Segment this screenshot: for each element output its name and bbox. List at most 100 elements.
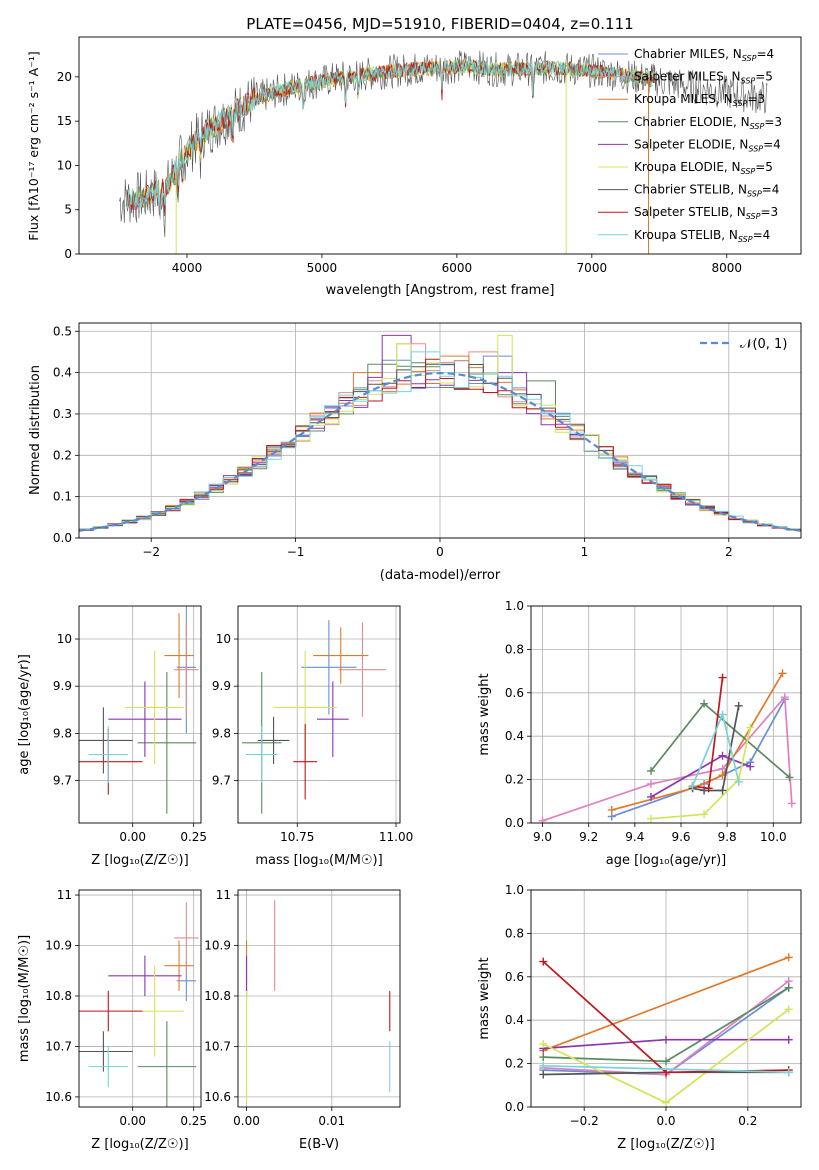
plus-marker — [718, 786, 727, 795]
y-tick-label: 0.2 — [505, 1057, 524, 1071]
model-spectrum-kroupa-stelib — [125, 57, 653, 220]
x-tick-label: 11.00 — [379, 830, 413, 844]
y-tick-label: 1.0 — [505, 599, 524, 613]
x-tick-label: 5000 — [307, 261, 338, 275]
x-tick-label: −1 — [287, 545, 305, 559]
x-axis-label: wavelength [Angstrom, rest frame] — [326, 283, 555, 298]
x-tick-label: 0.25 — [180, 1114, 207, 1128]
legend-subscript: SSP — [746, 212, 761, 221]
legend-subscript: SSP — [741, 77, 756, 86]
gaussian-curve — [79, 371, 801, 532]
y-axis-label: mass weight — [477, 957, 492, 1039]
plus-marker — [700, 699, 709, 708]
y-tick-label: 9.7 — [212, 774, 231, 788]
legend-text: Kroupa STELIB, N — [634, 228, 738, 242]
plus-marker — [647, 814, 655, 823]
axes-frame — [237, 605, 401, 824]
plus-marker — [538, 816, 547, 823]
y-axis-label: mass [log₁₀(M/M☉)] — [17, 935, 32, 1062]
y-tick-label: 15 — [57, 114, 72, 128]
weight-line-pink — [542, 694, 793, 822]
plot-area — [241, 620, 387, 814]
axes-frame — [78, 36, 802, 255]
y-tick-label: 10.8 — [204, 989, 231, 1003]
plus-marker — [734, 777, 743, 786]
weight-line-kroupa-miles — [542, 956, 790, 1052]
x-axis-label: (data-model)/error — [380, 568, 501, 583]
weight-line-chabrier-miles — [611, 698, 786, 818]
y-tick-label: 0.3 — [53, 407, 72, 421]
x-axis-label: age [log₁₀(age/yr)] — [606, 853, 727, 868]
legend-label: Chabrier ELODIE, NSSP=3 — [634, 115, 782, 131]
plus-marker — [785, 773, 794, 782]
y-tick-label: 0.2 — [53, 448, 72, 462]
legend-text: Chabrier MILES, N — [634, 47, 742, 61]
y-tick-label: 10.6 — [204, 1090, 231, 1104]
x-tick-label: 0.2 — [738, 1114, 757, 1128]
y-tick-label: 11 — [216, 888, 231, 902]
y-tick-label: 9.7 — [53, 774, 72, 788]
x-tick-label: 0.25 — [180, 830, 207, 844]
legend-label: Salpeter STELIB, NSSP=3 — [634, 205, 778, 221]
plus-marker — [700, 810, 709, 819]
y-tick-label: 10 — [57, 632, 72, 646]
axes-frame — [237, 889, 401, 1108]
y-tick-label: 20 — [57, 70, 72, 84]
axes-frame — [530, 605, 802, 824]
plus-marker — [662, 1098, 670, 1107]
histogram-kroupa-stelib — [79, 351, 801, 532]
axes-frame — [78, 889, 202, 1108]
y-tick-label: 0.2 — [505, 773, 524, 787]
panel-2: −2 −1 0 1 2 0.0 0.1 0.2 0.3 0.4 0.5 𝒩(0, 1) (data-mo… — [28, 322, 802, 583]
x-tick-label: −0.2 — [570, 1114, 599, 1128]
axes-frame — [78, 605, 202, 824]
plus-marker — [718, 673, 727, 682]
x-tick-label: 1 — [581, 545, 589, 559]
legend-text: Kroupa ELODIE, N — [634, 160, 741, 174]
legend-text: Salpeter STELIB, N — [634, 205, 746, 219]
y-tick-label: 0.4 — [53, 366, 72, 380]
plus-marker — [539, 1061, 548, 1070]
x-tick-label: 9.2 — [579, 830, 598, 844]
y-tick-label: 10 — [216, 632, 231, 646]
y-tick-label: 10.7 — [45, 1039, 72, 1053]
plot-area — [79, 606, 199, 814]
legend-text: Kroupa MILES, N — [634, 92, 733, 106]
x-tick-label: 0.0 — [656, 1114, 675, 1128]
y-tick-label: 0.1 — [53, 490, 72, 504]
y-tick-label: 0.8 — [505, 926, 524, 940]
plus-marker — [662, 1057, 670, 1066]
legend-label: Salpeter ELODIE, NSSP=4 — [634, 137, 781, 153]
x-tick-label: 9.0 — [533, 830, 552, 844]
x-axis-label: Z [log₁₀(Z/Z☉)] — [91, 1137, 188, 1152]
legend-subscript: SSP — [741, 167, 756, 176]
y-tick-label: 1.0 — [505, 883, 524, 897]
x-axis-label: mass [log₁₀(M/M☉)] — [255, 853, 382, 868]
y-tick-label: 0.8 — [505, 642, 524, 656]
legend-label: Kroupa ELODIE, NSSP=5 — [634, 160, 773, 176]
y-tick-label: 0.6 — [505, 970, 524, 984]
plot-area — [119, 50, 768, 254]
axes-frame — [78, 322, 802, 539]
panel-6: 0.00 0.25 10.6 10.7 10.8 10.9 11 Z [log₁₀(Z/Z☉)… — [17, 888, 207, 1152]
panel-5: 9.0 9.2 9.4 9.6 9.8 10.0 0.0 0.2 0.4 0.6 0.8 1.0 age… — [477, 599, 802, 868]
plus-marker — [647, 779, 655, 788]
legend-subscript: SSP — [747, 190, 762, 199]
legend-label: 𝒩(0, 1) — [740, 337, 787, 352]
y-axis-label: mass weight — [477, 673, 492, 755]
x-tick-label: 0.01 — [318, 1114, 345, 1128]
legend-label: Chabrier STELIB, NSSP=4 — [634, 183, 779, 199]
plus-marker — [688, 782, 697, 791]
legend-subscript: SSP — [733, 99, 748, 108]
y-tick-label: 0.6 — [505, 686, 524, 700]
x-tick-label: 0 — [436, 545, 444, 559]
legend-label: Kroupa STELIB, NSSP=4 — [634, 228, 770, 244]
y-tick-label: 9.9 — [212, 679, 231, 693]
legend-text: =5 — [755, 70, 773, 84]
legend-text: =4 — [756, 47, 774, 61]
legend-text: =3 — [747, 92, 765, 106]
y-tick-label: 10.8 — [45, 989, 72, 1003]
legend-text: =4 — [762, 183, 780, 197]
plot-area — [245, 900, 391, 1102]
